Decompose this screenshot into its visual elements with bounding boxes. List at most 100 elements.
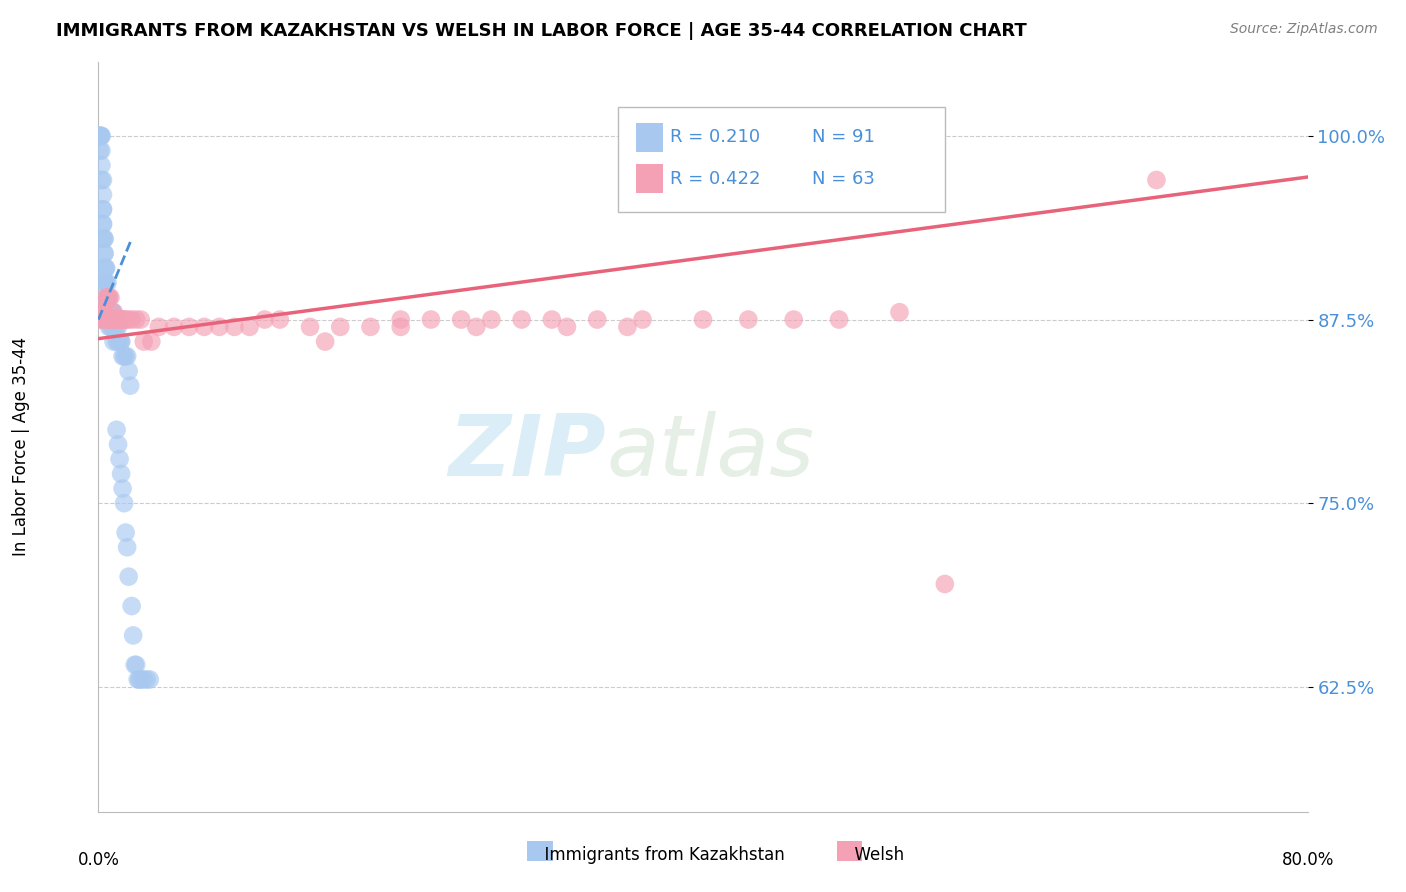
Point	[107, 334, 129, 349]
Bar	[527, 841, 553, 861]
Point	[105, 312, 128, 326]
Text: Immigrants from Kazakhstan: Immigrants from Kazakhstan	[534, 846, 785, 863]
Point	[110, 334, 132, 349]
Point	[96, 312, 118, 326]
Point	[104, 312, 127, 326]
Point	[224, 319, 246, 334]
Point	[101, 312, 124, 326]
Point	[91, 202, 114, 217]
Point	[103, 334, 125, 349]
Point	[103, 319, 125, 334]
Point	[108, 312, 131, 326]
Text: atlas: atlas	[606, 410, 814, 493]
Point	[105, 334, 128, 349]
Point	[98, 319, 121, 334]
Point	[128, 673, 150, 687]
Point	[139, 673, 162, 687]
Point	[94, 312, 117, 326]
Point	[101, 305, 124, 319]
Point	[94, 291, 117, 305]
Point	[105, 423, 128, 437]
Point	[118, 364, 141, 378]
Point	[93, 232, 115, 246]
Point	[91, 305, 114, 319]
Point	[103, 319, 125, 334]
Point	[104, 312, 127, 326]
Point	[114, 525, 136, 540]
Point	[111, 312, 134, 326]
Point	[93, 276, 115, 290]
Point	[360, 319, 382, 334]
Point	[783, 312, 806, 326]
Point	[100, 319, 122, 334]
Point	[89, 128, 111, 143]
Point	[96, 291, 118, 305]
Point	[132, 334, 155, 349]
Point	[129, 673, 152, 687]
Point	[98, 312, 121, 326]
Point	[96, 276, 118, 290]
Point	[89, 128, 111, 143]
Point	[112, 496, 135, 510]
Point	[93, 261, 115, 276]
Point	[90, 128, 112, 143]
Text: Source: ZipAtlas.com: Source: ZipAtlas.com	[1230, 22, 1378, 37]
Point	[269, 312, 291, 326]
Point	[127, 673, 149, 687]
Point	[122, 628, 145, 642]
Text: N = 63: N = 63	[811, 169, 875, 187]
Point	[111, 482, 134, 496]
Point	[100, 291, 122, 305]
Point	[314, 334, 336, 349]
Point	[148, 319, 170, 334]
Text: Welsh: Welsh	[844, 846, 904, 863]
Point	[93, 298, 115, 312]
Point	[94, 276, 117, 290]
Point	[98, 312, 121, 326]
Point	[112, 312, 135, 326]
Point	[94, 261, 117, 276]
Point	[93, 246, 115, 260]
Point	[91, 187, 114, 202]
Point	[94, 312, 117, 326]
FancyBboxPatch shape	[619, 107, 945, 212]
Point	[104, 319, 127, 334]
Point	[586, 312, 609, 326]
Point	[121, 312, 143, 326]
Text: 80.0%: 80.0%	[1281, 851, 1334, 869]
Point	[96, 305, 118, 319]
Point	[98, 291, 121, 305]
Point	[100, 305, 122, 319]
Point	[389, 319, 412, 334]
Point	[104, 319, 127, 334]
Point	[96, 291, 118, 305]
Point	[124, 657, 146, 672]
Point	[692, 312, 714, 326]
Point	[91, 173, 114, 187]
Point	[96, 312, 118, 326]
Point	[107, 437, 129, 451]
Point	[93, 305, 115, 319]
Point	[94, 312, 117, 326]
Point	[98, 312, 121, 326]
Point	[540, 312, 562, 326]
Point	[100, 312, 122, 326]
Point	[129, 312, 152, 326]
Bar	[637, 123, 664, 152]
Point	[141, 334, 163, 349]
Point	[111, 349, 134, 363]
Point	[93, 246, 115, 260]
Point	[91, 202, 114, 217]
Point	[132, 673, 155, 687]
Point	[163, 319, 186, 334]
Point	[115, 541, 138, 555]
Point	[90, 158, 112, 172]
Point	[121, 599, 143, 613]
Point	[101, 312, 124, 326]
Text: IMMIGRANTS FROM KAZAKHSTAN VS WELSH IN LABOR FORCE | AGE 35-44 CORRELATION CHART: IMMIGRANTS FROM KAZAKHSTAN VS WELSH IN L…	[56, 22, 1026, 40]
Point	[118, 569, 141, 583]
Point	[112, 349, 135, 363]
Point	[828, 312, 851, 326]
Point	[91, 217, 114, 231]
Text: N = 91: N = 91	[811, 128, 875, 146]
